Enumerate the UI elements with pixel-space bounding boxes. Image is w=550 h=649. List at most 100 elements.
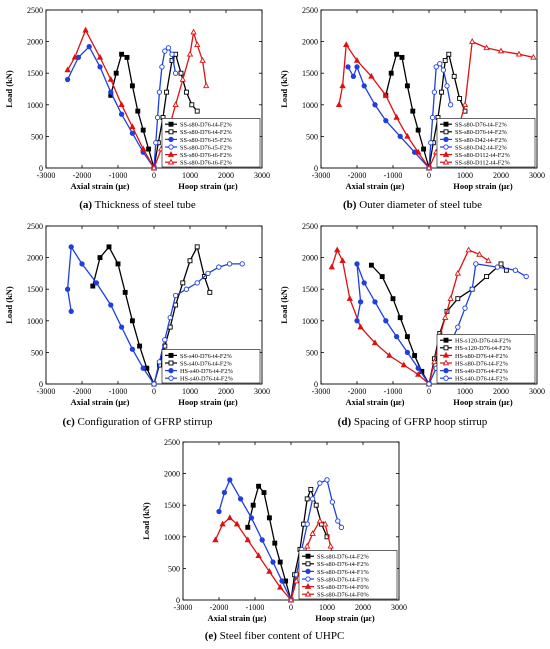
data-point — [172, 101, 179, 108]
data-point — [113, 70, 119, 76]
data-point — [250, 502, 256, 508]
data-point — [71, 53, 78, 60]
data-point — [372, 299, 378, 305]
data-point — [322, 520, 329, 527]
caption-letter: (d) — [337, 416, 352, 428]
data-point — [368, 262, 374, 268]
data-point — [357, 299, 364, 305]
data-point — [212, 536, 219, 543]
data-point — [357, 323, 364, 330]
data-point — [118, 111, 125, 117]
legend-label: SS-s80-D76-t4-F0% — [317, 584, 370, 591]
data-point — [400, 361, 407, 368]
data-point — [178, 70, 184, 76]
series — [212, 514, 295, 603]
data-point — [124, 54, 130, 60]
data-point — [108, 302, 114, 308]
series — [368, 262, 432, 387]
series — [64, 44, 157, 171]
x-tick-label: 3000 — [529, 171, 545, 180]
data-point — [426, 381, 432, 387]
data-point — [122, 289, 128, 295]
x-tick-label: -2000 — [210, 603, 229, 612]
series-line — [92, 245, 155, 385]
data-point — [293, 577, 300, 584]
legend-label: SS-s80-D76-t4-F2% — [180, 129, 233, 136]
data-point — [244, 536, 251, 543]
series-line — [153, 52, 198, 169]
y-tick-label: 2500 — [302, 6, 318, 15]
y-tick-label: 1500 — [27, 69, 43, 78]
legend-label: SS-s80-D112-t4-F2% — [455, 160, 510, 167]
data-point — [473, 261, 479, 267]
legend-label: SS-s80-D76-t4-F1% — [317, 569, 370, 576]
y-axis-label: Load (kN) — [279, 286, 289, 324]
data-point — [394, 51, 400, 57]
legend-label: HS-s40-D76-t4-F2% — [180, 368, 234, 375]
y-tick-label: 1500 — [302, 285, 318, 294]
caption-text: Spacing of GFRP hoop stirrup — [353, 416, 488, 428]
legend-label: SS-s80-D112-t4-F2% — [455, 152, 510, 159]
data-point — [404, 334, 410, 340]
legend-label: SS-s80-D76-t4-F2% — [317, 554, 370, 561]
data-point — [386, 352, 393, 358]
series-line — [370, 264, 430, 385]
legend-marker — [305, 561, 311, 567]
series-line — [331, 248, 430, 385]
caption-d: (d) Spacing of GFRP hoop stirrup — [275, 416, 550, 428]
data-point — [79, 261, 85, 267]
x-axis-label-left: Axial strain (με) — [71, 397, 130, 407]
legend-label: SS-s80-D76-t4-F2% — [317, 561, 370, 568]
data-point — [515, 50, 523, 57]
data-point — [431, 358, 438, 365]
legend-label: SS-s80-D76-t4-F2% — [455, 122, 508, 129]
data-point — [462, 305, 468, 311]
x-tick-label: 0 — [427, 171, 431, 180]
legend-marker — [443, 367, 449, 374]
legend-label: HS-s80-D76-t4-F2% — [455, 360, 509, 367]
caption-e: (e) Steel fiber content of UHPC — [137, 630, 412, 642]
data-point — [361, 280, 367, 286]
y-tick-label: 500 — [306, 348, 318, 357]
data-point — [277, 583, 284, 590]
x-tick-label: -3000 — [312, 171, 331, 180]
x-tick-label: 0 — [152, 387, 156, 396]
data-point — [530, 53, 537, 60]
legend-marker — [442, 351, 450, 358]
x-tick-label: 1000 — [457, 171, 473, 180]
y-tick-label: 2000 — [164, 470, 180, 479]
series — [345, 64, 432, 171]
y-tick-label: 0 — [39, 164, 43, 173]
y-axis-label: Load (kN) — [141, 502, 151, 540]
data-point — [415, 148, 422, 155]
data-point — [194, 41, 201, 48]
legend: HS-s120-D76-t4-F2%HS-s120-D76-t4-F2%HS-s… — [436, 334, 536, 384]
data-point — [483, 44, 490, 51]
data-point — [165, 45, 172, 51]
data-point — [153, 140, 159, 146]
legend-marker — [304, 590, 312, 597]
chart-svg-d: 0 500 1000 1500 2000 2500 -3000 -2000 -1000 0 1000… — [279, 222, 545, 407]
x-tick-label: 1000 — [457, 387, 473, 396]
chart-panel-d: 0 500 1000 1500 2000 2500 -3000 -2000 -1000 0 1000… — [275, 216, 550, 416]
y-axis-label: Load (kN) — [279, 70, 289, 108]
legend-label: SS-s80-D76-t6-F2% — [180, 152, 233, 159]
data-point — [404, 83, 410, 89]
legend-label: SS-s80-D42-t4-F2% — [455, 137, 508, 144]
data-point — [97, 64, 103, 70]
y-tick-label: 0 — [176, 596, 180, 605]
x-axis-label-right: Hoop strain (με) — [178, 181, 238, 191]
legend: SS-s40-D76-t4-F2%SS-s40-D76-t4-F2%HS-s40… — [161, 349, 261, 384]
legend-marker — [168, 375, 174, 381]
x-tick-label: 2000 — [218, 171, 234, 180]
x-axis-label-right: Hoop strain (με) — [178, 397, 238, 407]
data-point — [277, 559, 283, 565]
legend-marker — [168, 129, 174, 135]
data-point — [151, 381, 157, 387]
data-point — [129, 318, 135, 324]
series-line — [66, 244, 155, 385]
y-tick-label: 0 — [39, 380, 43, 389]
y-tick-label: 1000 — [302, 317, 318, 326]
data-point — [129, 83, 135, 89]
data-point — [304, 521, 310, 527]
